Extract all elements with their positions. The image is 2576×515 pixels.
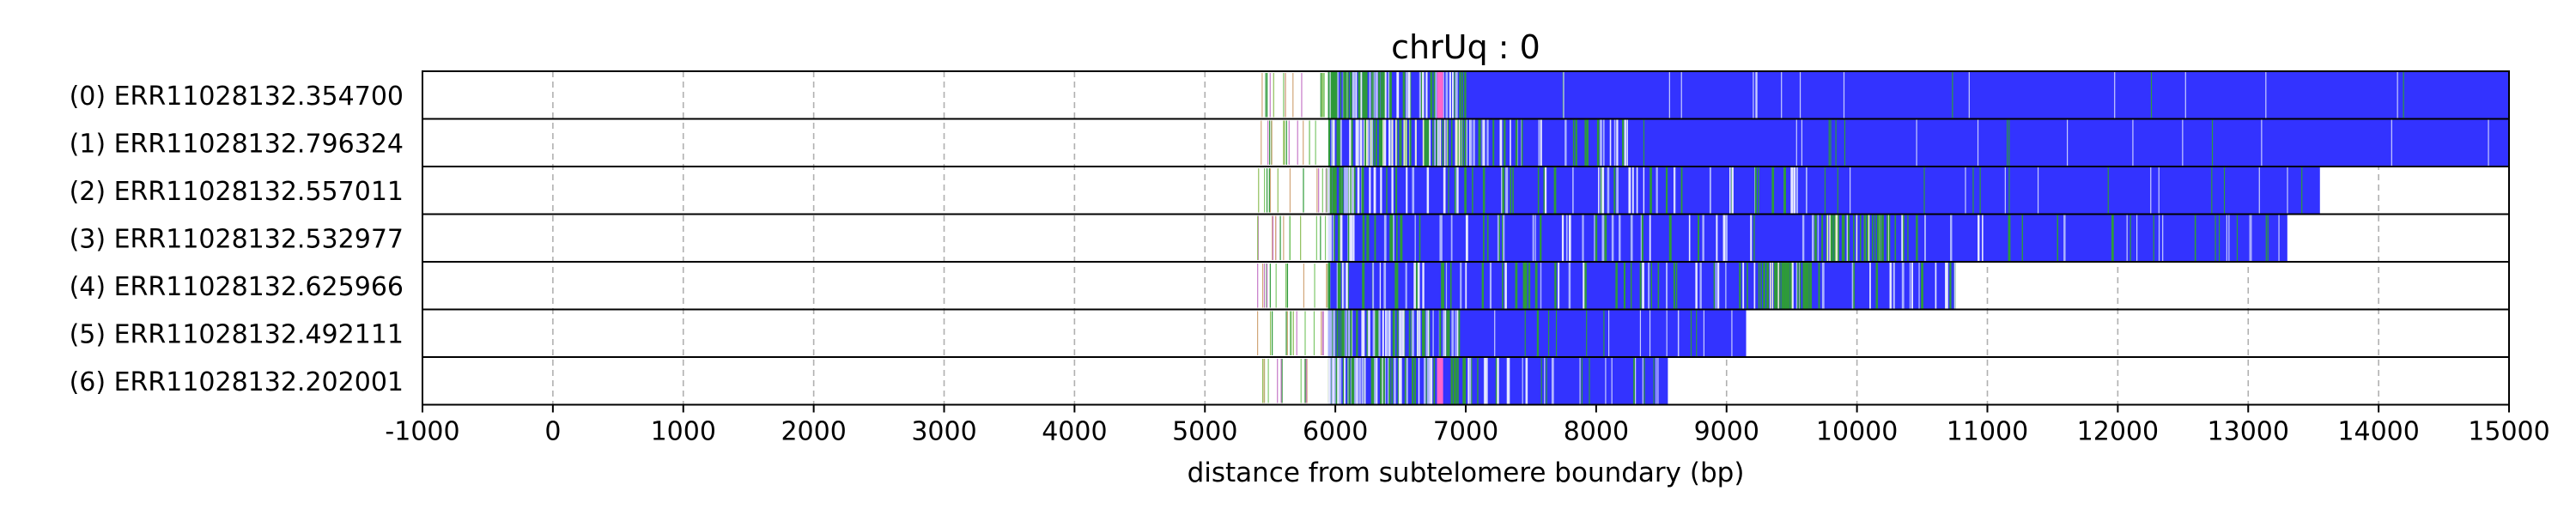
- x-tick-label: 1000: [651, 417, 716, 447]
- x-tick-label: 9000: [1694, 417, 1759, 447]
- x-tick-label: 4000: [1042, 417, 1107, 447]
- read-track: [1261, 71, 2509, 119]
- x-tick-label: 3000: [911, 417, 976, 447]
- read-label: (5) ERR11028132.492111: [70, 319, 404, 349]
- read-label: (3) ERR11028132.532977: [70, 224, 404, 254]
- x-tick-label: 11000: [1947, 417, 2028, 447]
- read-bar: [1328, 118, 2509, 167]
- read-bar: [1328, 71, 2509, 119]
- x-tick-label: 7000: [1433, 417, 1498, 447]
- read-label: (4) ERR11028132.625966: [70, 272, 404, 302]
- read-track: [1257, 214, 2287, 262]
- x-tick-label: 15000: [2468, 417, 2549, 447]
- read-bar: [1328, 262, 1955, 310]
- x-tick-label: 5000: [1172, 417, 1237, 447]
- x-tick-label: 0: [544, 417, 561, 447]
- chart-title: chrUq : 0: [1391, 28, 1540, 66]
- read-track: [1261, 357, 1668, 405]
- x-tick-label: 2000: [781, 417, 846, 447]
- read-track: [1256, 309, 1747, 357]
- read-label: (6) ERR11028132.202001: [70, 367, 404, 397]
- read-label: (2) ERR11028132.557011: [70, 177, 404, 207]
- x-tick-label: 8000: [1564, 417, 1629, 447]
- x-tick-label: 6000: [1303, 417, 1368, 447]
- x-tick-label: 13000: [2208, 417, 2289, 447]
- read-label: (0) ERR11028132.354700: [70, 82, 404, 112]
- reads-layer: [1256, 71, 2509, 405]
- read-label: (1) ERR11028132.796324: [70, 129, 404, 159]
- x-tick-label: -1000: [385, 417, 459, 447]
- x-tick-label: 12000: [2077, 417, 2159, 447]
- row-labels: (0) ERR11028132.354700 (1) ERR11028132.79…: [70, 82, 404, 397]
- x-axis-label: distance from subtelomere boundary (bp): [1188, 457, 1745, 488]
- row-frames: [422, 70, 2510, 406]
- pink-marker: [1437, 71, 1443, 119]
- read-track: [1258, 167, 2320, 215]
- read-bar: [1328, 214, 2287, 262]
- read-bar: [1328, 167, 2320, 215]
- x-tick-label: 14000: [2337, 417, 2419, 447]
- read-track: [1261, 118, 2509, 167]
- pink-marker: [1437, 357, 1443, 405]
- x-tick-label: 10000: [1816, 417, 1898, 447]
- x-axis-ticks: -1000 0 1000 2000 3000 4000 5000 6000 7000 8000 90…: [385, 404, 2550, 447]
- read-track: [1257, 262, 1956, 310]
